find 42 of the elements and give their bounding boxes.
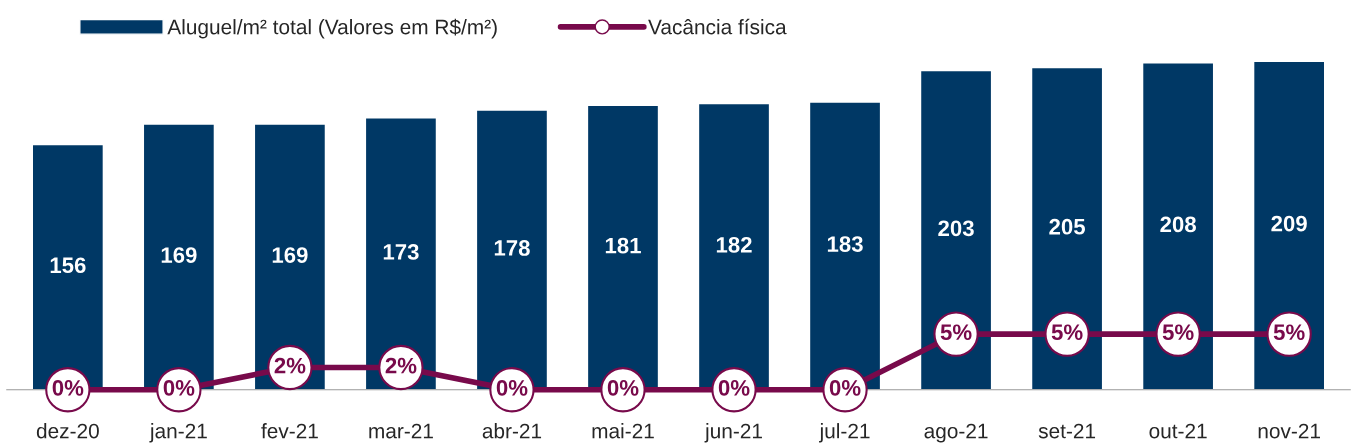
legend-label: Vacância física bbox=[648, 18, 787, 35]
data-label: 0% bbox=[829, 379, 861, 396]
legend-label: Aluguel/m² total (Valores em R$/m²) bbox=[167, 18, 497, 39]
x-tick-label: nov-21 bbox=[1258, 423, 1320, 439]
bar bbox=[1252, 60, 1326, 390]
data-label: 0% bbox=[718, 379, 750, 396]
bar bbox=[1141, 62, 1215, 390]
x-tick-label: ago-21 bbox=[924, 423, 988, 443]
bar bbox=[1030, 66, 1104, 390]
x-tick-label: mar-21 bbox=[369, 423, 433, 439]
data-label: 209 bbox=[1271, 215, 1307, 232]
data-label: 156 bbox=[50, 257, 86, 274]
data-label: 5% bbox=[940, 324, 972, 341]
x-tick-label: abr-21 bbox=[482, 423, 542, 439]
data-label: 169 bbox=[272, 247, 308, 263]
data-label: 169 bbox=[161, 247, 197, 263]
data-label: 2% bbox=[274, 357, 306, 374]
data-label: 0% bbox=[52, 379, 84, 396]
data-label: 5% bbox=[1162, 324, 1194, 341]
data-label: 205 bbox=[1049, 218, 1086, 235]
data-label: 178 bbox=[494, 240, 530, 256]
data-label: 2% bbox=[385, 357, 417, 374]
data-label: 183 bbox=[827, 236, 863, 252]
data-label: 182 bbox=[716, 236, 752, 253]
data-label: 181 bbox=[605, 237, 641, 254]
bar bbox=[919, 69, 993, 390]
x-tick-label: jan-21 bbox=[149, 423, 207, 443]
x-tick-label: jun-21 bbox=[704, 423, 762, 443]
data-label: 203 bbox=[938, 220, 974, 237]
data-label: 0% bbox=[163, 379, 195, 396]
data-label: 0% bbox=[607, 379, 639, 396]
data-label: 5% bbox=[1051, 324, 1083, 341]
x-tick-label: dez-20 bbox=[36, 423, 99, 439]
data-label: 208 bbox=[1160, 216, 1196, 233]
data-label: 0% bbox=[496, 379, 528, 396]
x-tick-label: set-21 bbox=[1038, 423, 1096, 439]
x-tick-label: jul-21 bbox=[819, 423, 870, 443]
x-tick-label: fev-21 bbox=[261, 423, 318, 439]
data-label: 173 bbox=[383, 244, 419, 260]
data-label: 5% bbox=[1273, 324, 1305, 341]
x-tick-label: out-21 bbox=[1149, 423, 1207, 439]
x-tick-label: mai-21 bbox=[592, 423, 654, 439]
